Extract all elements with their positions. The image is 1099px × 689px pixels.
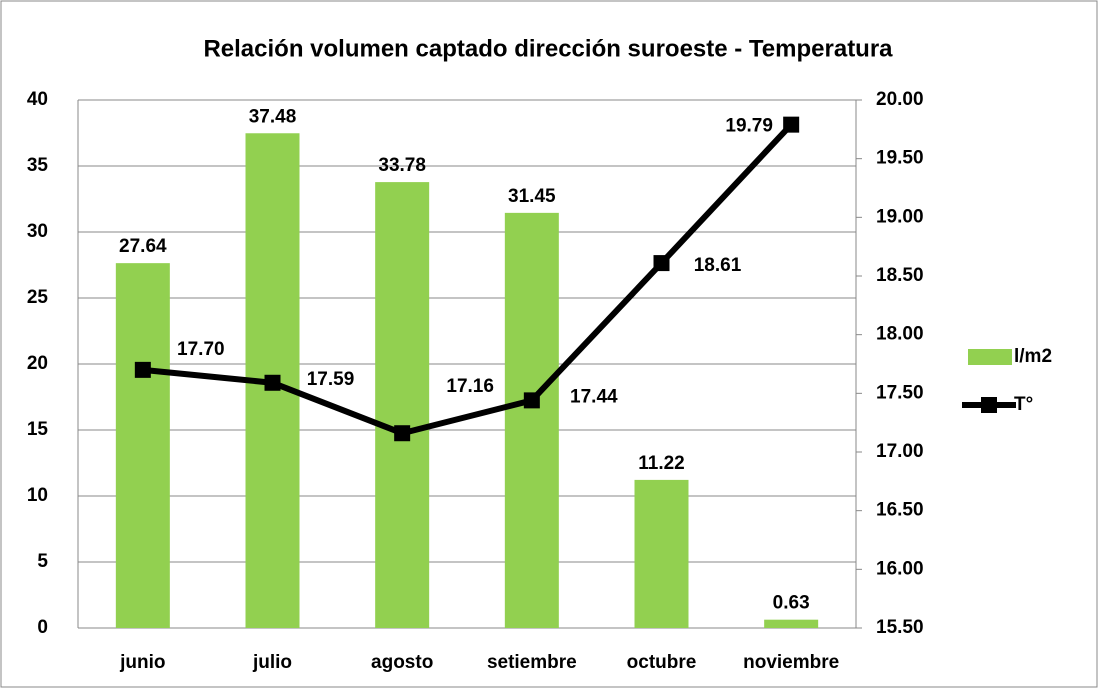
x-tick-label: julio [252, 652, 292, 673]
y-tick-label: 20 [27, 353, 48, 374]
y2-tick-label: 15.50 [876, 617, 924, 638]
x-tick-label: setiembre [487, 652, 577, 673]
data-label: 19.79 [725, 116, 773, 137]
data-label: 17.44 [570, 386, 618, 407]
line-marker [523, 392, 540, 409]
bar [634, 479, 689, 628]
x-tick-label: junio [119, 652, 165, 673]
bar [375, 182, 430, 628]
bar [504, 212, 559, 629]
data-label: 37.48 [249, 106, 297, 127]
data-label: 0.63 [773, 593, 810, 614]
data-label: 27.64 [119, 236, 167, 257]
y2-tick-label: 18.00 [876, 324, 924, 345]
y2-tick-label: 18.50 [876, 265, 924, 286]
bar [115, 263, 170, 628]
chart-title: Relación volumen captado dirección suroe… [203, 35, 893, 62]
y-tick-label: 25 [27, 287, 49, 308]
line [142, 122, 794, 437]
data-label: 17.70 [177, 339, 225, 360]
line-marker [653, 255, 670, 272]
legend-marker [981, 397, 997, 413]
line-marker [134, 361, 151, 378]
y2-tick-label: 19.50 [876, 148, 924, 169]
x-tick-label: noviembre [743, 652, 839, 673]
legend-swatch [968, 349, 1012, 365]
y-tick-label: 30 [27, 221, 48, 242]
legend-label: T° [1014, 394, 1033, 415]
data-label: 17.16 [446, 376, 494, 397]
legend-label: l/m2 [1014, 346, 1052, 367]
line-marker [264, 374, 281, 391]
data-label: 18.61 [694, 255, 742, 276]
y2-tick-label: 16.00 [876, 558, 924, 579]
data-label: 33.78 [378, 155, 426, 176]
x-tick-label: agosto [371, 652, 433, 673]
y2-tick-label: 20.00 [876, 89, 924, 110]
y2-tick-label: 16.50 [876, 500, 924, 521]
y-tick-label: 40 [27, 89, 48, 110]
y-tick-label: 35 [27, 155, 49, 176]
y-tick-label: 10 [27, 485, 48, 506]
y-tick-label: 15 [27, 419, 49, 440]
line-marker [394, 425, 411, 442]
bar [764, 619, 819, 628]
x-tick-label: octubre [627, 652, 697, 673]
y2-tick-label: 19.00 [876, 206, 924, 227]
data-label: 31.45 [508, 186, 556, 207]
y2-tick-label: 17.00 [876, 441, 924, 462]
line-marker [783, 116, 800, 133]
data-label: 11.22 [638, 453, 685, 474]
y-tick-label: 5 [37, 551, 48, 572]
y2-tick-label: 17.50 [876, 382, 924, 403]
data-label: 17.59 [307, 369, 355, 390]
y-tick-label: 0 [37, 617, 48, 638]
